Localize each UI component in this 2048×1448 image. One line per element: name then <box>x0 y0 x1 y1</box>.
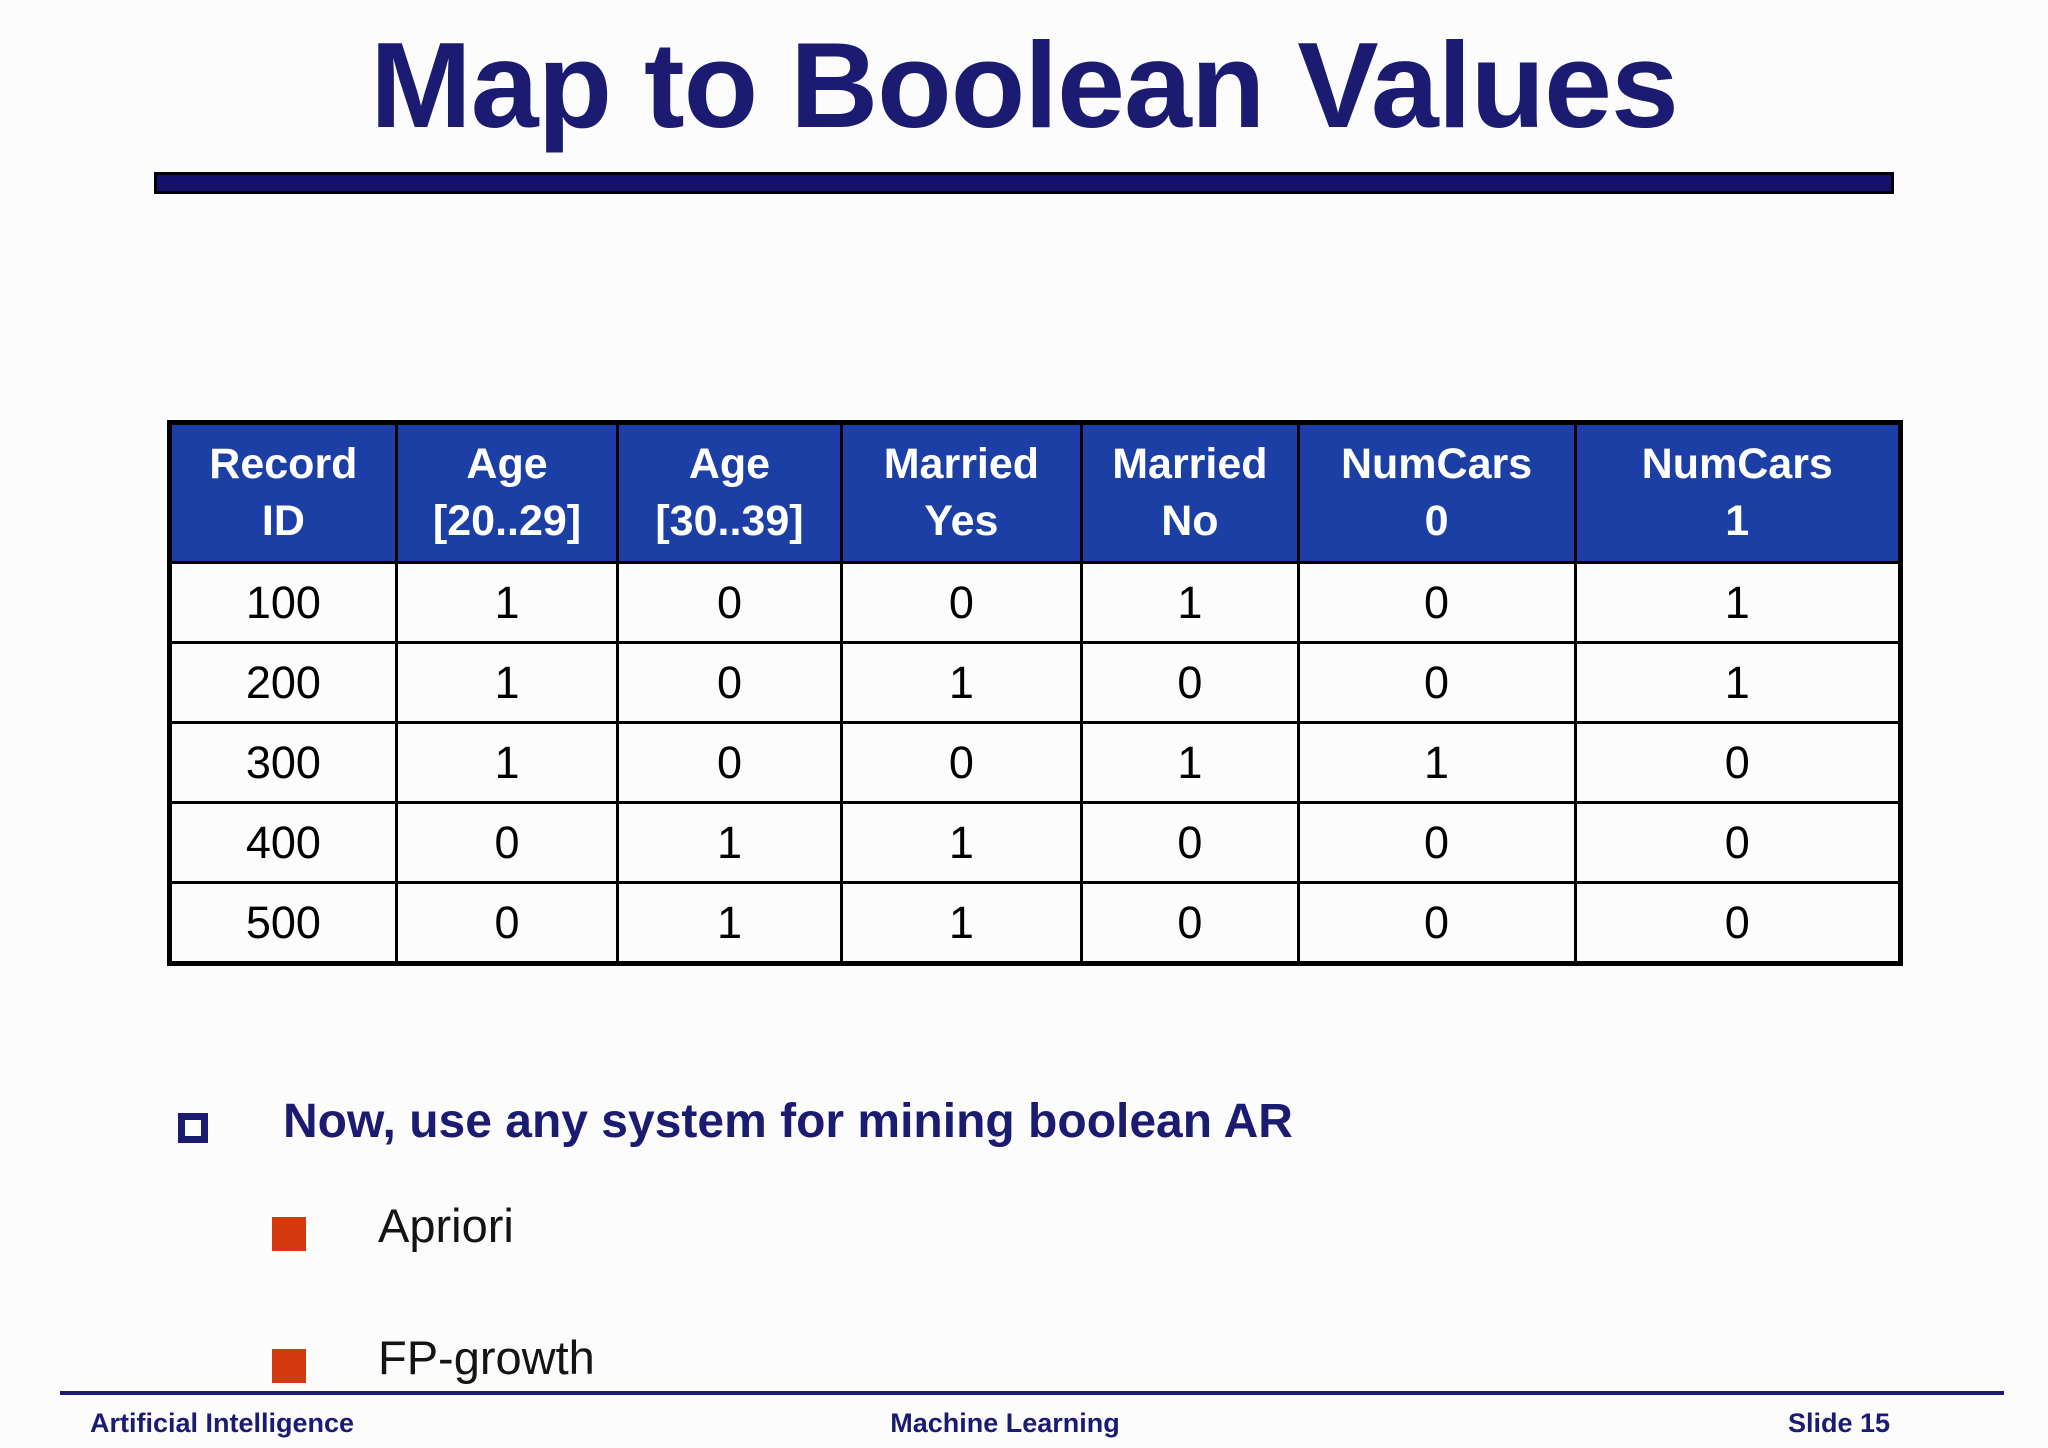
table-cell: 500 <box>168 881 398 965</box>
table-cell: 0 <box>1573 881 1903 965</box>
table-cell: 1 <box>1080 721 1300 804</box>
table-header-cell: Age [20..29] <box>394 421 620 564</box>
boolean-table-wrapper: Record ID Age [20..29] Age [30..39] Marr… <box>167 420 1903 966</box>
table-row: 300 1 0 0 1 1 0 <box>168 721 1903 804</box>
table-cell: 1 <box>839 641 1084 724</box>
header-line: NumCars <box>1340 440 1533 489</box>
table-header-cell: Record ID <box>168 421 398 564</box>
table-cell: 300 <box>168 721 398 804</box>
table-cell: 0 <box>1080 641 1300 724</box>
table-cell: 0 <box>1296 881 1577 965</box>
header-line: Age <box>466 440 548 489</box>
main-bullet-text: Now, use any system for mining boolean A… <box>283 1095 1293 1148</box>
table-row: 500 0 1 1 0 0 0 <box>168 881 1903 965</box>
table-cell: 1 <box>394 721 620 804</box>
page-title: Map to Boolean Values <box>370 17 1679 153</box>
table-cell: 100 <box>168 561 398 644</box>
header-line: ID <box>261 497 305 545</box>
header-line: 0 <box>1424 497 1449 545</box>
table-header-cell: Married No <box>1080 421 1300 564</box>
table-cell: 0 <box>1296 561 1577 644</box>
title-underline <box>154 172 1894 194</box>
table-cell: 0 <box>616 641 843 724</box>
header-line: [30..39] <box>655 497 804 545</box>
table-cell: 1 <box>839 881 1084 965</box>
footer-course-name: Artificial Intelligence <box>90 1408 355 1438</box>
table-cell: 0 <box>616 721 843 804</box>
square-bullet-icon <box>272 1217 306 1251</box>
table-cell: 0 <box>1080 881 1300 965</box>
sub-bullet-text-apriori: Apriori <box>378 1199 514 1252</box>
table-cell: 0 <box>1296 801 1577 884</box>
header-line: Married <box>1112 440 1268 489</box>
table-cell: 1 <box>1080 561 1300 644</box>
table-row: 100 1 0 0 1 0 1 <box>168 561 1903 644</box>
table-cell: 0 <box>1573 801 1903 884</box>
table-cell: 1 <box>616 881 843 965</box>
header-line: Married <box>883 440 1040 489</box>
table-row: 400 0 1 1 0 0 0 <box>168 801 1903 884</box>
table-cell: 1 <box>394 561 620 644</box>
table-header-cell: NumCars 1 <box>1573 421 1903 564</box>
table-row: 200 1 0 1 0 0 1 <box>168 641 1903 724</box>
table-cell: 1 <box>1573 561 1903 644</box>
footer-divider <box>60 1391 2004 1395</box>
header-line: Record <box>209 440 358 489</box>
table-cell: 1 <box>616 801 843 884</box>
table-cell: 1 <box>1296 721 1577 804</box>
table-cell: 0 <box>839 721 1084 804</box>
table-cell: 1 <box>394 641 620 724</box>
boolean-table: Record ID Age [20..29] Age [30..39] Marr… <box>167 420 1903 966</box>
header-line: [20..29] <box>432 497 582 545</box>
header-line: Age <box>688 440 771 489</box>
footer-topic-name: Machine Learning <box>890 1408 1120 1438</box>
hollow-square-bullet-icon <box>178 1113 208 1143</box>
table-cell: 200 <box>168 641 398 724</box>
table-cell: 0 <box>394 881 620 965</box>
header-line: NumCars <box>1641 440 1833 489</box>
table-cell: 400 <box>168 801 398 884</box>
footer-slide-number: Slide 15 <box>1787 1408 1890 1438</box>
table-header-cell: Age [30..39] <box>616 421 843 564</box>
table-cell: 0 <box>1573 721 1903 804</box>
square-bullet-icon <box>272 1349 306 1383</box>
header-line: 1 <box>1725 497 1750 545</box>
sub-bullet-text-fp-growth: FP-growth <box>378 1331 595 1384</box>
table-cell: 0 <box>394 801 620 884</box>
table-cell: 0 <box>1296 641 1577 724</box>
table-header-cell: Married Yes <box>839 421 1084 564</box>
table-header-cell: NumCars 0 <box>1296 421 1577 564</box>
table-cell: 0 <box>616 561 843 644</box>
table-header-row: Record ID Age [20..29] Age [30..39] Marr… <box>168 421 1903 564</box>
table-cell: 1 <box>1573 641 1903 724</box>
table-cell: 1 <box>839 801 1084 884</box>
header-line: Yes <box>924 497 999 545</box>
table-cell: 0 <box>839 561 1084 644</box>
table-cell: 0 <box>1080 801 1300 884</box>
header-line: No <box>1161 497 1219 545</box>
